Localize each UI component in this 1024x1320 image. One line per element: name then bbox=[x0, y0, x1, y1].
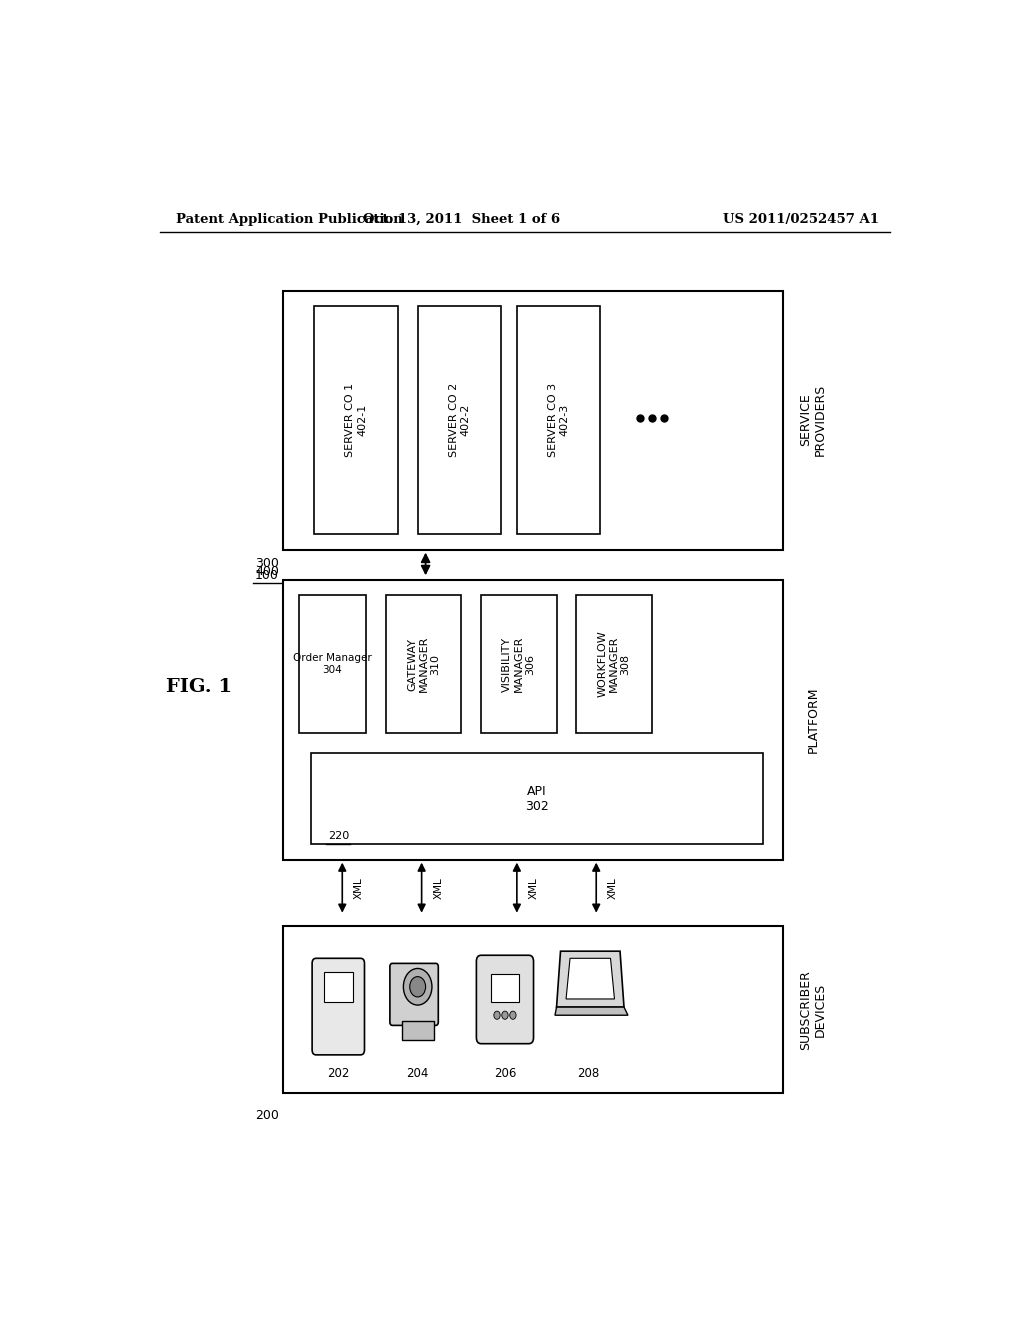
Text: SERVER CO 3
402-3: SERVER CO 3 402-3 bbox=[548, 383, 569, 457]
FancyBboxPatch shape bbox=[476, 956, 534, 1044]
Bar bbox=[577, 595, 651, 733]
Polygon shape bbox=[556, 952, 624, 1007]
FancyBboxPatch shape bbox=[312, 958, 365, 1055]
Bar bbox=[481, 595, 557, 733]
Text: XML: XML bbox=[433, 876, 443, 899]
Text: PLATFORM: PLATFORM bbox=[806, 686, 819, 754]
Circle shape bbox=[410, 977, 426, 997]
Text: XML: XML bbox=[528, 876, 539, 899]
Text: API
302: API 302 bbox=[525, 784, 549, 813]
Text: US 2011/0252457 A1: US 2011/0252457 A1 bbox=[723, 213, 880, 226]
Text: FIG. 1: FIG. 1 bbox=[166, 678, 232, 696]
Text: SERVER CO 2
402-2: SERVER CO 2 402-2 bbox=[449, 383, 470, 457]
Bar bbox=[401, 1022, 433, 1040]
Text: SERVICE
PROVIDERS: SERVICE PROVIDERS bbox=[799, 384, 826, 457]
Bar bbox=[310, 752, 763, 845]
Text: 200: 200 bbox=[255, 1109, 279, 1122]
Circle shape bbox=[510, 1011, 516, 1019]
Polygon shape bbox=[566, 958, 614, 999]
Circle shape bbox=[403, 969, 432, 1005]
Bar bbox=[299, 595, 367, 733]
Text: 100: 100 bbox=[255, 569, 279, 582]
Bar bbox=[283, 581, 782, 859]
Text: VISIBILITY
MANAGER
306: VISIBILITY MANAGER 306 bbox=[502, 636, 536, 692]
Text: 220: 220 bbox=[328, 832, 349, 841]
Bar bbox=[314, 306, 397, 535]
Text: 206: 206 bbox=[494, 1067, 516, 1080]
Text: 400: 400 bbox=[255, 565, 279, 578]
FancyBboxPatch shape bbox=[390, 964, 438, 1026]
Text: XML: XML bbox=[608, 876, 618, 899]
Text: 202: 202 bbox=[327, 1067, 349, 1080]
Bar bbox=[283, 925, 782, 1093]
Text: Oct. 13, 2011  Sheet 1 of 6: Oct. 13, 2011 Sheet 1 of 6 bbox=[362, 213, 560, 226]
Text: 208: 208 bbox=[578, 1067, 599, 1080]
Text: WORKFLOW
MANAGER
308: WORKFLOW MANAGER 308 bbox=[597, 631, 631, 697]
Text: Patent Application Publication: Patent Application Publication bbox=[176, 213, 402, 226]
Text: 204: 204 bbox=[407, 1067, 429, 1080]
Bar bbox=[283, 290, 782, 549]
Bar bbox=[490, 974, 519, 1002]
Circle shape bbox=[494, 1011, 500, 1019]
Text: GATEWAY
MANAGER
310: GATEWAY MANAGER 310 bbox=[407, 636, 440, 692]
Text: 300: 300 bbox=[255, 557, 279, 570]
Bar bbox=[324, 972, 352, 1002]
Bar bbox=[517, 306, 600, 535]
Text: SERVER CO 1
402-1: SERVER CO 1 402-1 bbox=[345, 383, 367, 457]
Polygon shape bbox=[555, 1007, 628, 1015]
Text: Order Manager
304: Order Manager 304 bbox=[293, 653, 372, 675]
Text: SUBSCRIBER
DEVICES: SUBSCRIBER DEVICES bbox=[799, 970, 826, 1049]
Text: XML: XML bbox=[354, 876, 365, 899]
Bar bbox=[418, 306, 501, 535]
Bar bbox=[386, 595, 461, 733]
Circle shape bbox=[502, 1011, 508, 1019]
